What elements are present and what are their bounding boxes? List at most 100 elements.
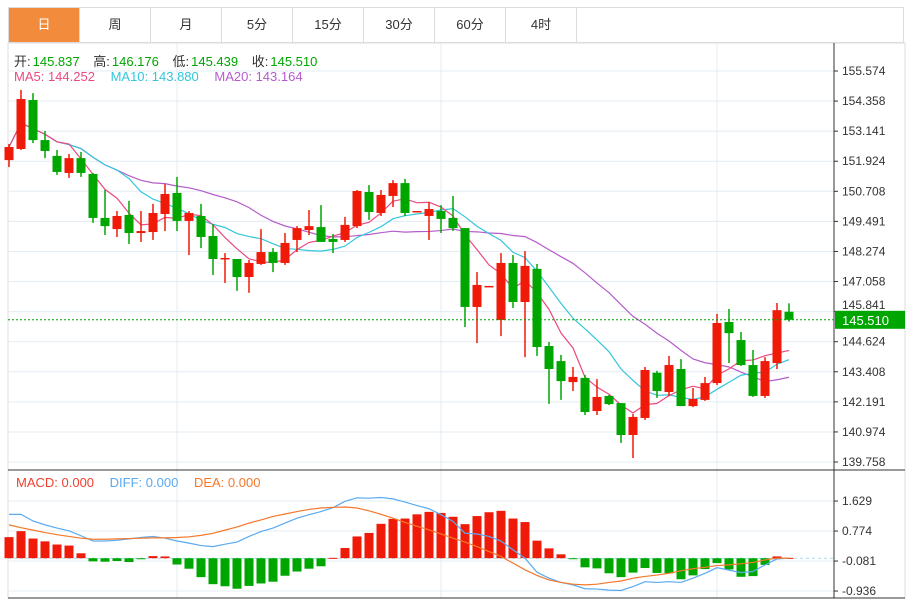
candle (460, 228, 470, 327)
macd-bar (496, 510, 506, 559)
ma-legend: MA5: 144.252 MA10: 143.880 MA20: 143.164 (14, 69, 305, 84)
y-tick-label: 140.974 (842, 425, 886, 439)
candle (592, 379, 602, 415)
macd-bar (616, 558, 626, 578)
dea-value: DEA: 0.000 (193, 475, 261, 490)
candle (256, 229, 266, 265)
candle-body (496, 262, 506, 321)
candle-body (556, 361, 566, 382)
last-price-label: 145.510 (842, 313, 889, 328)
ma5-value: MA5: 144.252 (14, 69, 95, 84)
macd-bar (136, 558, 146, 560)
candle-body (256, 252, 266, 264)
candle-body (352, 190, 362, 227)
close-label: 收: (251, 54, 269, 69)
tab-15min[interactable]: 15分 (293, 8, 364, 42)
candle (700, 376, 710, 401)
candle (328, 234, 338, 254)
macd-bar (652, 558, 662, 573)
candle (760, 357, 770, 398)
candle (712, 313, 722, 386)
macd-bar (220, 558, 230, 587)
candle-body (508, 262, 518, 303)
candle (112, 211, 122, 237)
candle-body (316, 227, 326, 242)
y-tick-label: 145.841 (842, 298, 886, 312)
candle (220, 253, 230, 283)
candle (484, 285, 494, 288)
macd-bar (628, 558, 638, 573)
macd-bar (16, 531, 26, 559)
macd-bar (472, 516, 482, 559)
candle (268, 248, 278, 273)
candle-body (532, 268, 542, 347)
candle-body (568, 376, 578, 383)
open-value: 145.837 (32, 54, 80, 69)
candle (424, 202, 434, 240)
chart-frame (7, 42, 906, 599)
candle-body (460, 228, 470, 307)
macd-bar (592, 558, 602, 569)
candle (736, 331, 746, 367)
tabs-spacer (577, 8, 904, 42)
macd-bar (280, 558, 290, 576)
candle (412, 211, 422, 213)
macd-bar (640, 558, 650, 569)
candle-body (484, 285, 494, 288)
y-tick-label: 150.708 (842, 184, 886, 198)
candle (748, 349, 758, 397)
macd-bar (100, 558, 110, 562)
y-tick-label: 155.574 (842, 64, 886, 78)
candle (616, 403, 626, 443)
candle-body (580, 377, 590, 413)
candle-body (232, 258, 242, 278)
macd-bar (388, 518, 398, 559)
tab-5min[interactable]: 5分 (222, 8, 293, 42)
ma20-line (8, 122, 790, 383)
candle (124, 200, 134, 244)
candle (340, 216, 350, 242)
ma5-line (8, 122, 790, 414)
ohlc-legend: 开: 145.837 高: 146.176 低: 145.439 收: 145.510 (14, 51, 319, 70)
candle (724, 308, 734, 364)
tab-week[interactable]: 周 (80, 8, 151, 42)
candle (568, 367, 578, 391)
candle (4, 144, 14, 168)
candle (472, 272, 482, 344)
macd-bar (160, 556, 170, 559)
macd-bar (448, 516, 458, 559)
macd-bar (688, 558, 698, 576)
ma10-value: MA10: 143.880 (110, 69, 199, 84)
candle-body (16, 99, 26, 149)
macd-bar (412, 514, 422, 559)
macd-bar (604, 558, 614, 574)
tab-day[interactable]: 日 (9, 8, 80, 42)
candle (364, 185, 374, 220)
candle-body (4, 146, 14, 161)
macd-bar (40, 541, 50, 559)
tab-4hour[interactable]: 4时 (506, 8, 577, 42)
macd-bar (568, 558, 578, 560)
candle-body (520, 265, 530, 303)
macd-bar (424, 511, 434, 559)
candle-body (268, 252, 278, 263)
candle (544, 342, 554, 404)
candle (532, 263, 542, 356)
macd-bar (436, 512, 446, 559)
tab-30min[interactable]: 30分 (364, 8, 435, 42)
macd-bar (352, 536, 362, 559)
tab-60min[interactable]: 60分 (435, 8, 506, 42)
dea-line (8, 506, 789, 586)
candle-body (772, 310, 782, 364)
tab-month[interactable]: 月 (151, 8, 222, 42)
y-tick-label: 151.924 (842, 154, 886, 168)
candle (136, 211, 146, 242)
candle-body (148, 213, 158, 233)
candle-body (640, 369, 650, 418)
candle-body (52, 155, 62, 172)
macd-bar (772, 556, 782, 559)
candle (784, 303, 794, 322)
candle-body (292, 228, 302, 240)
